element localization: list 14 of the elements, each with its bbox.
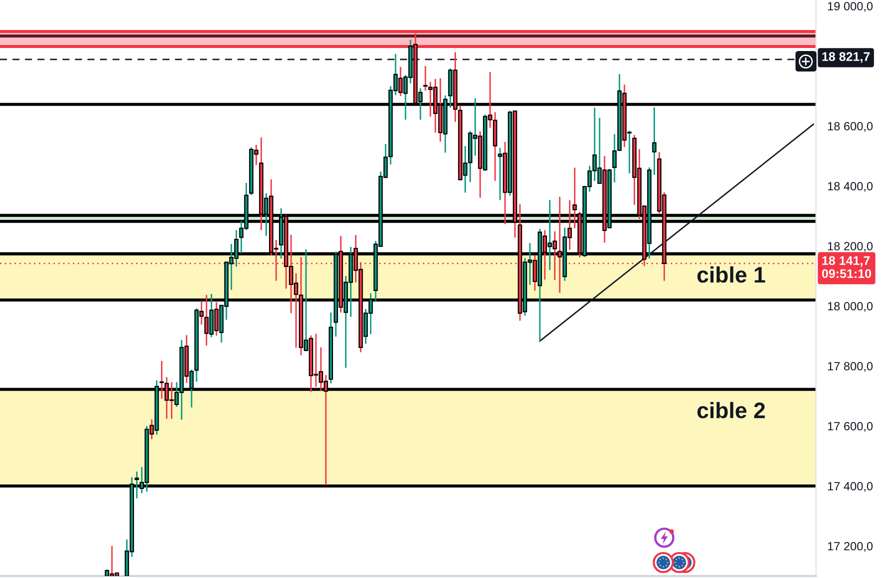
y-tick-label: 19 000,0 bbox=[828, 2, 873, 12]
ref-line-label: 18 821,7 bbox=[822, 52, 870, 63]
y-tick-label: 17 400,0 bbox=[828, 482, 873, 492]
band-label: cible 2 bbox=[697, 402, 765, 418]
y-tick-label: 18 000,0 bbox=[828, 302, 873, 312]
y-tick-label: 17 200,0 bbox=[828, 542, 873, 552]
ref-line-label: 18 141,7 09:51:10 bbox=[822, 256, 872, 278]
band-label: cible 1 bbox=[697, 266, 766, 283]
y-tick-label: 18 200,0 bbox=[828, 242, 873, 252]
y-tick-label: 17 800,0 bbox=[828, 362, 873, 372]
y-tick-label: 18 600,0 bbox=[828, 122, 873, 132]
y-tick-label: 17 600,0 bbox=[828, 422, 873, 432]
candlestick bbox=[423, 65, 428, 92]
y-tick-label: 18 400,0 bbox=[828, 182, 873, 192]
